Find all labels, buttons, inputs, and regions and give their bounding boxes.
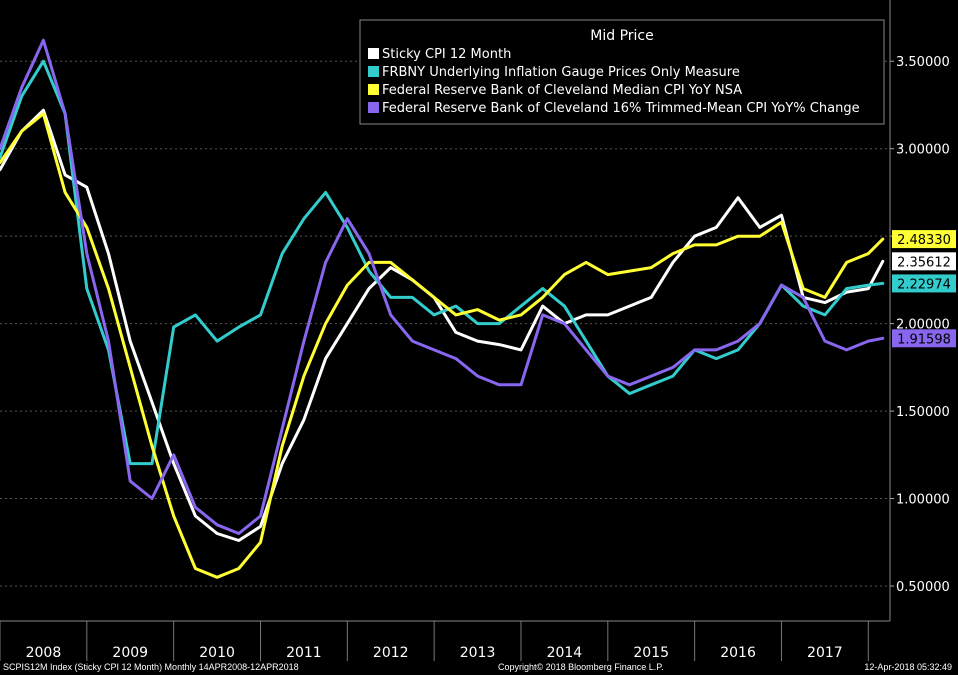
legend-swatch <box>368 102 379 113</box>
last-value-box <box>892 230 956 249</box>
y-tick-label: 1.00000 <box>896 493 950 508</box>
x-tick-label: 2014 <box>547 645 583 661</box>
footer-timestamp: 12-Apr-2018 05:32:49 <box>864 662 952 672</box>
series-line <box>0 112 885 579</box>
legend-entry: FRBNY Underlying Inflation Gauge Prices … <box>382 65 740 80</box>
x-tick-label: 2010 <box>199 645 235 661</box>
series-line <box>0 108 885 542</box>
x-tick-label: 2012 <box>373 645 409 661</box>
series-line <box>0 59 885 466</box>
chart-title: Mid Price <box>590 28 653 44</box>
series-lines <box>0 38 885 579</box>
y-tick-label: 3.00000 <box>896 143 950 158</box>
legend-swatch <box>368 84 379 95</box>
legend-swatch <box>368 48 379 59</box>
x-tick-label: 2015 <box>633 645 669 661</box>
legend-entry: Sticky CPI 12 Month <box>382 47 511 62</box>
footer-ticker-info: SCPIS12M Index (Sticky CPI 12 Month) Mon… <box>3 662 299 672</box>
last-value-box <box>892 274 956 293</box>
y-tick-label: 1.50000 <box>896 405 950 420</box>
y-tick-label: 3.50000 <box>896 55 950 70</box>
legend-box <box>359 19 885 125</box>
last-value-box <box>892 252 956 271</box>
y-tick-label: 0.50000 <box>896 580 950 595</box>
x-tick-label: 2011 <box>286 645 322 661</box>
legend-entry: Federal Reserve Bank of Cleveland 16% Tr… <box>382 101 860 116</box>
last-value-box <box>892 329 956 348</box>
last-value-label: 2.35612 <box>897 255 951 270</box>
line-chart: 0.500001.000001.500002.000002.500003.000… <box>0 0 956 661</box>
series-line <box>0 38 885 535</box>
last-value-labels: 2.48330 2.35612 2.22974 1.91598 <box>892 230 956 348</box>
y-tick-label: 2.00000 <box>896 318 950 333</box>
x-tick-label: 2013 <box>460 645 496 661</box>
x-tick-label: 2008 <box>26 645 62 661</box>
x-tick-label: 2017 <box>807 645 843 661</box>
footer: SCPIS12M Index (Sticky CPI 12 Month) Mon… <box>0 661 958 675</box>
legend-entry: Federal Reserve Bank of Cleveland Median… <box>382 83 742 98</box>
last-value-label: 1.91598 <box>897 332 951 347</box>
last-value-label: 2.22974 <box>897 277 951 292</box>
x-tick-label: 2009 <box>112 645 148 661</box>
footer-copyright: Copyright© 2018 Bloomberg Finance L.P. <box>498 662 664 672</box>
legend: Mid Price Sticky CPI 12 Month FRBNY Underl… <box>359 19 885 125</box>
legend-swatch <box>368 66 379 77</box>
grid-lines <box>0 60 890 587</box>
x-tick-label: 2016 <box>720 645 756 661</box>
last-value-label: 2.48330 <box>897 233 951 248</box>
